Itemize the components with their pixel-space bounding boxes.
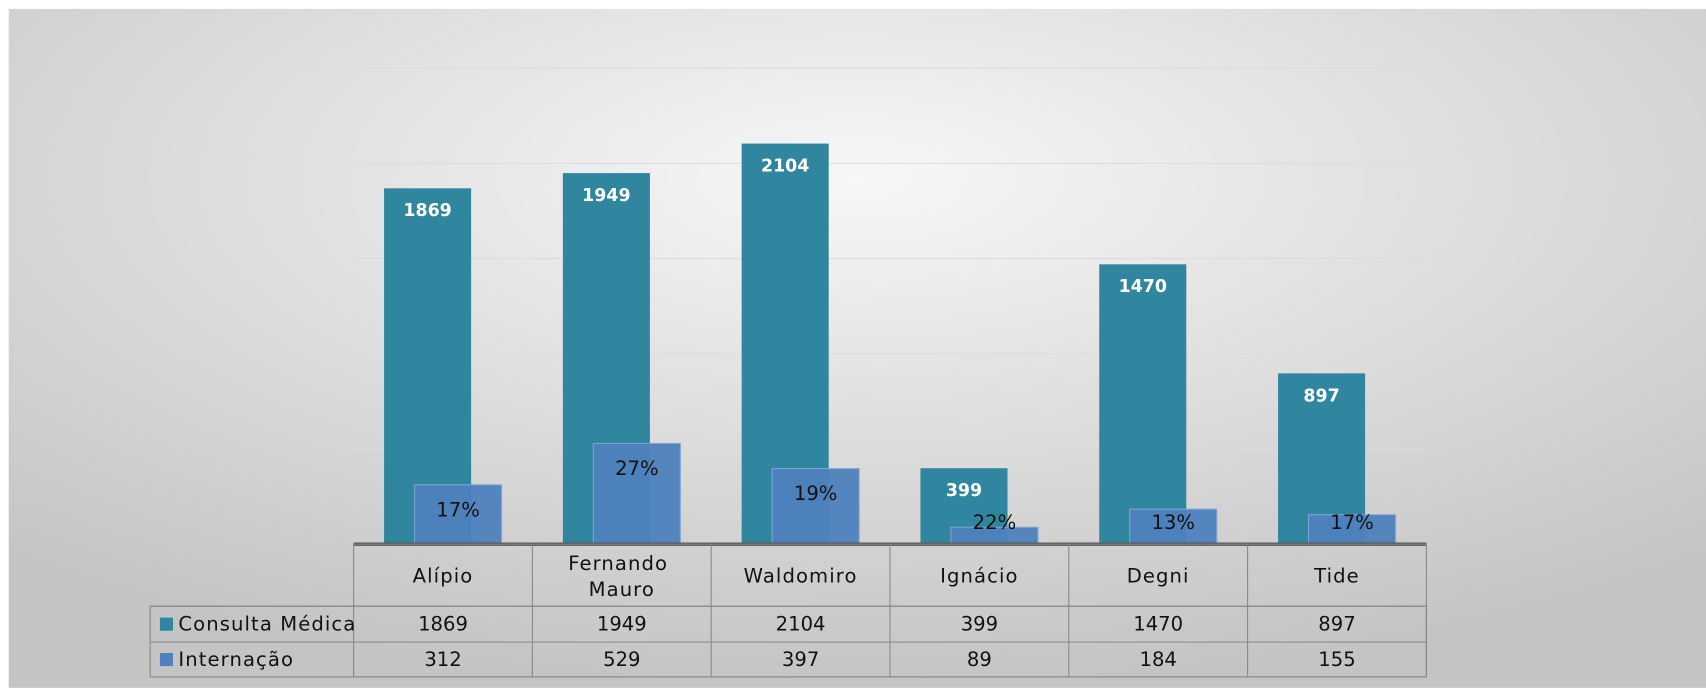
table-value: 397 [782, 648, 819, 671]
table-value: 2104 [776, 613, 826, 636]
table-value: 312 [424, 648, 461, 671]
legend-swatch [159, 617, 173, 631]
legend-label: Consulta Médica [178, 613, 356, 636]
x-tick-label: Waldomiro [744, 564, 858, 587]
data-label: 17% [436, 498, 480, 521]
data-label: 27% [615, 457, 659, 480]
data-label: 17% [1330, 511, 1374, 534]
table-value: 1470 [1133, 613, 1183, 636]
legend-swatch [159, 652, 173, 667]
table-value: 184 [1139, 648, 1176, 671]
data-label: 1869 [403, 201, 451, 221]
table-value: 1949 [597, 613, 647, 636]
bar [1307, 514, 1397, 545]
table-value: 89 [967, 648, 992, 671]
table-value: 1869 [418, 613, 468, 636]
data-label: 399 [946, 481, 982, 501]
data-label: 2104 [761, 156, 809, 176]
data-label: 13% [1151, 511, 1195, 534]
x-tick-label: Ignácio [940, 564, 1018, 587]
chart-background [8, 8, 1706, 688]
x-tick-label: Degni [1127, 564, 1190, 587]
data-label: 1470 [1119, 277, 1167, 297]
data-label: 897 [1303, 386, 1339, 406]
x-tick-label: Alípio [413, 564, 474, 587]
x-tick-label: Tide [1313, 564, 1360, 587]
table-value: 399 [961, 613, 998, 636]
bar [1099, 264, 1187, 545]
data-label: 22% [973, 511, 1017, 534]
table-value: 897 [1318, 613, 1355, 636]
table-value: 529 [603, 648, 640, 671]
data-label: 1949 [582, 186, 630, 206]
data-label: 19% [794, 482, 838, 505]
bar [771, 468, 860, 545]
bar [413, 484, 503, 545]
table-value: 155 [1318, 648, 1355, 671]
bar [592, 442, 681, 545]
bar [1129, 508, 1218, 545]
legend-label: Internação [178, 648, 294, 671]
x-tick-label: Fernando Mauro [568, 551, 675, 600]
